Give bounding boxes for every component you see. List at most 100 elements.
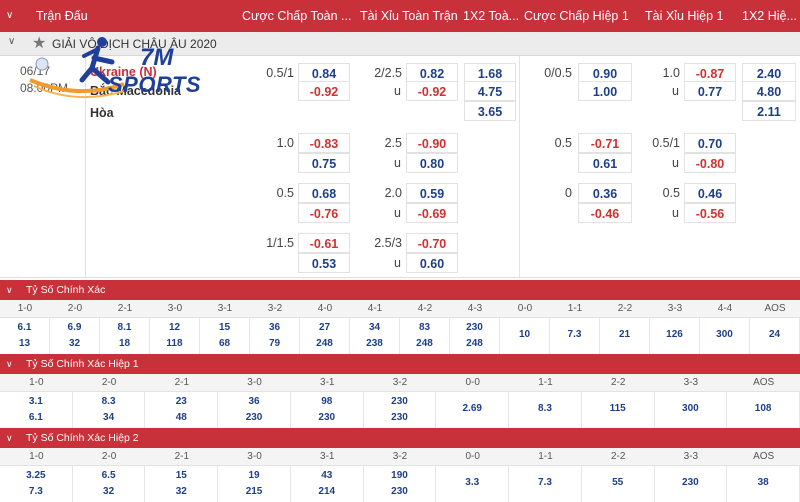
score-odds-value[interactable]: 79 <box>268 338 281 349</box>
score-odds-cell[interactable]: 98 230 <box>291 392 364 428</box>
score-odds-value[interactable]: 7.3 <box>567 329 582 340</box>
score-odds-cell[interactable]: 38 <box>727 466 800 502</box>
score-odds-value[interactable]: 248 <box>466 338 483 349</box>
score-odds-value[interactable]: 248 <box>316 338 333 349</box>
chevron-down-icon[interactable]: ∨ <box>6 285 13 295</box>
score-odds-value[interactable]: 38 <box>757 477 769 488</box>
score-odds-cell[interactable]: 190 230 <box>364 466 437 502</box>
score-odds-cell[interactable]: 10 <box>500 318 550 354</box>
score-odds-value[interactable]: 15 <box>218 322 231 333</box>
score-odds-cell[interactable]: 12 118 <box>150 318 200 354</box>
score-odds-value[interactable]: 32 <box>103 486 115 497</box>
score-odds-value[interactable]: 36 <box>248 396 260 407</box>
score-odds-cell[interactable]: 3.25 7.3 <box>0 466 73 502</box>
odds-ft-over[interactable]: 0.59 <box>406 183 458 203</box>
score-odds-cell[interactable]: 36 79 <box>250 318 300 354</box>
score-odds-cell[interactable]: 34 238 <box>350 318 400 354</box>
score-odds-cell[interactable]: 6.5 32 <box>73 466 146 502</box>
chevron-down-icon[interactable]: ∨ <box>6 359 13 369</box>
score-odds-value[interactable]: 238 <box>366 338 383 349</box>
league-row[interactable]: ∨ ★ GIẢI VÔ ĐỊCH CHÂU ÂU 2020 <box>0 32 800 56</box>
score-odds-value[interactable]: 215 <box>245 486 263 497</box>
score-odds-value[interactable]: 6.1 <box>17 322 32 333</box>
score-odds-value[interactable]: 190 <box>391 470 408 481</box>
score-odds-cell[interactable]: 83 248 <box>400 318 450 354</box>
odds-h1-1x2[interactable]: 4.80 <box>742 81 796 101</box>
score-odds-value[interactable]: 8.1 <box>117 322 132 333</box>
score-odds-value[interactable]: 118 <box>166 338 183 349</box>
score-odds-cell[interactable]: 43 214 <box>291 466 364 502</box>
odds-h1-over[interactable]: 0.70 <box>684 133 736 153</box>
score-odds-cell[interactable]: 6.1 13 <box>0 318 50 354</box>
odds-ft-handicap-away[interactable]: -0.76 <box>298 203 350 223</box>
odds-h1-under[interactable]: -0.56 <box>684 203 736 223</box>
score-odds-value[interactable]: 214 <box>318 486 336 497</box>
odds-ft-over[interactable]: 0.82 <box>406 63 458 83</box>
odds-h1-handicap-away[interactable]: -0.46 <box>578 203 632 223</box>
score-odds-value[interactable]: 300 <box>716 329 733 340</box>
score-odds-value[interactable]: 3.3 <box>465 477 480 488</box>
score-odds-cell[interactable]: 7.3 <box>550 318 600 354</box>
score-odds-value[interactable]: 230 <box>682 477 699 488</box>
odds-h1-handicap-home[interactable]: 0.36 <box>578 183 632 203</box>
odds-ft-1x2[interactable]: 1.68 <box>464 63 516 83</box>
score-odds-cell[interactable]: 230 248 <box>450 318 500 354</box>
odds-h1-under[interactable]: 0.77 <box>684 81 736 101</box>
score-odds-value[interactable]: 83 <box>418 322 431 333</box>
score-odds-value[interactable]: 34 <box>368 322 381 333</box>
score-odds-cell[interactable]: 23 48 <box>145 392 219 428</box>
header-h1-handicap[interactable]: Cược Chấp Hiệp 1 <box>524 9 629 23</box>
odds-h1-over[interactable]: -0.87 <box>684 63 736 83</box>
odds-ft-under[interactable]: -0.69 <box>406 203 458 223</box>
score-odds-value[interactable]: 6.5 <box>101 470 116 481</box>
score-odds-cell[interactable]: 115 <box>582 392 655 428</box>
score-odds-cell[interactable]: 300 <box>700 318 750 354</box>
score-odds-value[interactable]: 3.25 <box>26 470 46 481</box>
header-ft-overunder[interactable]: Tài Xỉu Toàn Trận <box>360 9 458 23</box>
score-odds-cell[interactable]: 108 <box>727 392 800 428</box>
score-odds-cell[interactable]: 15 32 <box>145 466 219 502</box>
score-odds-cell[interactable]: 8.3 <box>509 392 582 428</box>
score-odds-value[interactable]: 43 <box>321 470 333 481</box>
score-odds-value[interactable]: 36 <box>268 322 281 333</box>
score-odds-value[interactable]: 230 <box>391 412 408 423</box>
odds-ft-1x2[interactable]: 4.75 <box>464 81 516 101</box>
score-odds-value[interactable]: 15 <box>175 470 187 481</box>
score-odds-value[interactable]: 68 <box>218 338 231 349</box>
score-odds-value[interactable]: 230 <box>245 412 263 423</box>
home-team[interactable]: Ukraine (N) <box>90 65 157 79</box>
score-odds-value[interactable]: 34 <box>103 412 115 423</box>
odds-ft-handicap-home[interactable]: -0.61 <box>298 233 350 253</box>
odds-h1-handicap-away[interactable]: 0.61 <box>578 153 632 173</box>
header-h1-1x2[interactable]: 1X2 Hiệ... <box>742 9 797 23</box>
chevron-down-icon[interactable]: ∨ <box>6 433 13 443</box>
score-odds-value[interactable]: 115 <box>609 403 626 414</box>
odds-ft-handicap-home[interactable]: 0.68 <box>298 183 350 203</box>
odds-h1-1x2[interactable]: 2.11 <box>742 101 796 121</box>
odds-ft-under[interactable]: 0.80 <box>406 153 458 173</box>
score-odds-value[interactable]: 19 <box>248 470 260 481</box>
header-ft-handicap[interactable]: Cược Chấp Toàn ... <box>242 9 352 23</box>
score-odds-value[interactable]: 108 <box>754 403 772 414</box>
score-odds-cell[interactable]: 3.1 6.1 <box>0 392 73 428</box>
score-odds-cell[interactable]: 230 <box>655 466 728 502</box>
score-odds-cell[interactable]: 8.3 34 <box>73 392 146 428</box>
score-odds-value[interactable]: 230 <box>391 396 408 407</box>
score-odds-cell[interactable]: 24 <box>750 318 800 354</box>
score-odds-value[interactable]: 230 <box>391 486 408 497</box>
score-odds-value[interactable]: 23 <box>175 396 187 407</box>
score-odds-value[interactable]: 7.3 <box>537 477 552 488</box>
star-icon[interactable]: ★ <box>32 35 47 52</box>
score-odds-value[interactable]: 21 <box>618 329 631 340</box>
chevron-down-icon[interactable]: ∨ <box>8 36 16 47</box>
score-odds-value[interactable]: 12 <box>168 322 181 333</box>
score-odds-cell[interactable]: 126 <box>650 318 700 354</box>
score-odds-value[interactable]: 10 <box>518 329 531 340</box>
odds-ft-under[interactable]: 0.60 <box>406 253 458 273</box>
score-odds-value[interactable]: 13 <box>18 338 31 349</box>
odds-ft-over[interactable]: -0.90 <box>406 133 458 153</box>
score-odds-cell[interactable]: 230 230 <box>364 392 437 428</box>
score-odds-cell[interactable]: 300 <box>655 392 728 428</box>
score-odds-value[interactable]: 24 <box>768 329 781 340</box>
section-header[interactable]: ∨ Tỷ Số Chính Xác Hiệp 2 <box>0 428 800 448</box>
